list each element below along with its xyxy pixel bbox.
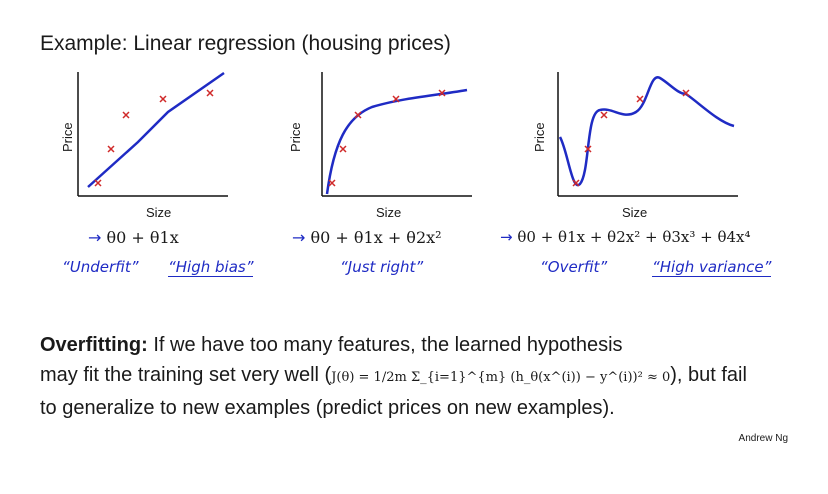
author-credit: Andrew Ng	[738, 433, 788, 444]
plot-overfit	[557, 72, 738, 197]
note-underfit: “Underfit”	[62, 258, 139, 276]
x-axis-label-2: Size	[376, 205, 402, 220]
fit-curve-linear	[87, 71, 225, 188]
note-just-right: “Just right”	[340, 258, 424, 276]
paragraph-line-1: Overfitting: If we have too many feature…	[40, 330, 800, 360]
formula-text: θ0 + θ1x	[106, 228, 179, 247]
arrow-icon: →	[88, 228, 102, 247]
note-overfit: “Overfit”	[540, 258, 608, 276]
paragraph-line-2: may fit the training set very well (J(θ)…	[40, 360, 800, 393]
y-axis-label-1: Price	[60, 122, 75, 152]
training-points	[572, 89, 690, 187]
plot-just-right	[321, 72, 472, 197]
x-axis-label-3: Size	[622, 205, 648, 220]
fit-curve-quartic	[558, 76, 735, 187]
arrow-icon: →	[500, 228, 513, 246]
cost-equation: J(θ) = 1/2m Σ_{i=1}^{m} (h_θ(x^(i)) − y^…	[331, 370, 671, 385]
training-points	[328, 89, 446, 187]
paragraph-text-2a: may fit the training set very well (	[40, 364, 332, 386]
hypothesis-quadratic: → θ0 + θ1x + θ2x²	[292, 228, 442, 247]
training-points	[94, 89, 214, 187]
formula-text: θ0 + θ1x + θ2x² + θ3x³ + θ4x⁴	[517, 228, 751, 246]
plot-underfit	[77, 71, 228, 197]
hypothesis-quartic: → θ0 + θ1x + θ2x² + θ3x³ + θ4x⁴	[500, 228, 751, 246]
y-axis-label-3: Price	[532, 122, 547, 152]
paragraph-line-3: to generalize to new examples (predict p…	[40, 397, 615, 419]
note-high-bias: “High bias”	[168, 258, 254, 277]
y-axis-label-2: Price	[288, 122, 303, 152]
term-overfitting: Overfitting:	[40, 334, 148, 356]
arrow-icon: →	[292, 228, 306, 247]
formula-text: θ0 + θ1x + θ2x²	[310, 228, 442, 247]
overfitting-paragraph: Overfitting: If we have too many feature…	[40, 330, 800, 423]
note-high-variance: “High variance”	[652, 258, 772, 277]
paragraph-text-1: If we have too many features, the learne…	[147, 334, 623, 356]
fit-curve-quadratic	[325, 88, 468, 195]
paragraph-text-2b: ), but fail	[670, 364, 747, 386]
x-axis-label-1: Size	[146, 205, 172, 220]
slide-title: Example: Linear regression (housing pric…	[40, 32, 451, 55]
hypothesis-linear: → θ0 + θ1x	[88, 228, 179, 247]
